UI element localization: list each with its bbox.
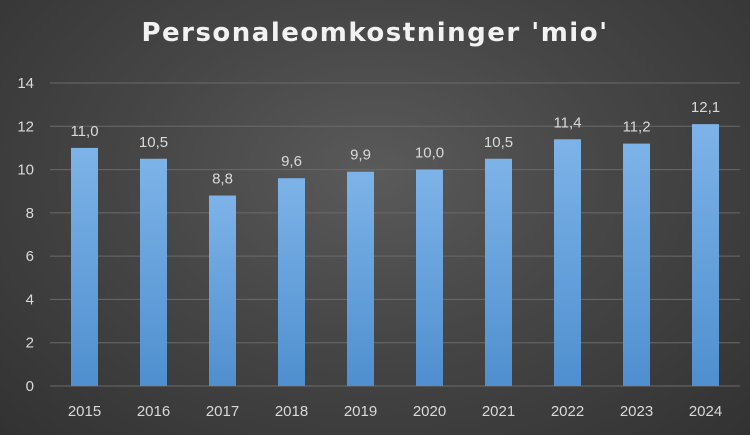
bar [485, 158, 512, 386]
data-label: 11,0 [70, 123, 98, 140]
y-tick-label: 10 [17, 162, 34, 179]
x-tick-label: 2020 [413, 403, 446, 420]
data-label: 10,0 [415, 145, 444, 162]
x-tick-label: 2018 [275, 403, 308, 420]
x-tick-label: 2021 [482, 403, 515, 420]
data-label: 11,2 [622, 119, 650, 136]
y-tick-label: 14 [17, 75, 34, 92]
data-label: 9,9 [350, 147, 371, 164]
bar [278, 178, 305, 386]
bar [347, 171, 374, 386]
y-tick-label: 8 [26, 205, 34, 222]
x-tick-label: 2024 [689, 403, 722, 420]
data-label: 11,4 [553, 114, 581, 131]
x-tick-label: 2016 [137, 403, 170, 420]
x-tick-label: 2015 [68, 403, 101, 420]
y-tick-label: 6 [26, 248, 34, 265]
bar [692, 124, 719, 386]
data-label: 12,1 [691, 99, 720, 116]
x-tick-label: 2019 [344, 403, 377, 420]
bar [140, 158, 167, 386]
data-label: 10,5 [484, 134, 513, 151]
bar [71, 147, 98, 386]
data-label: 9,6 [281, 153, 302, 170]
bar [209, 195, 236, 386]
bar [554, 139, 581, 386]
x-tick-label: 2022 [551, 403, 584, 420]
y-tick-label: 12 [17, 118, 34, 135]
y-tick-label: 0 [26, 378, 34, 395]
bar [416, 169, 443, 386]
y-tick-label: 4 [26, 291, 34, 308]
bar [623, 143, 650, 386]
chart-title: Personaleomkostninger 'mio' [141, 18, 609, 48]
data-label: 10,5 [139, 134, 168, 151]
data-label: 8,8 [212, 171, 233, 188]
x-tick-label: 2023 [620, 403, 653, 420]
y-tick-label: 2 [26, 335, 34, 352]
x-tick-label: 2017 [206, 403, 239, 420]
